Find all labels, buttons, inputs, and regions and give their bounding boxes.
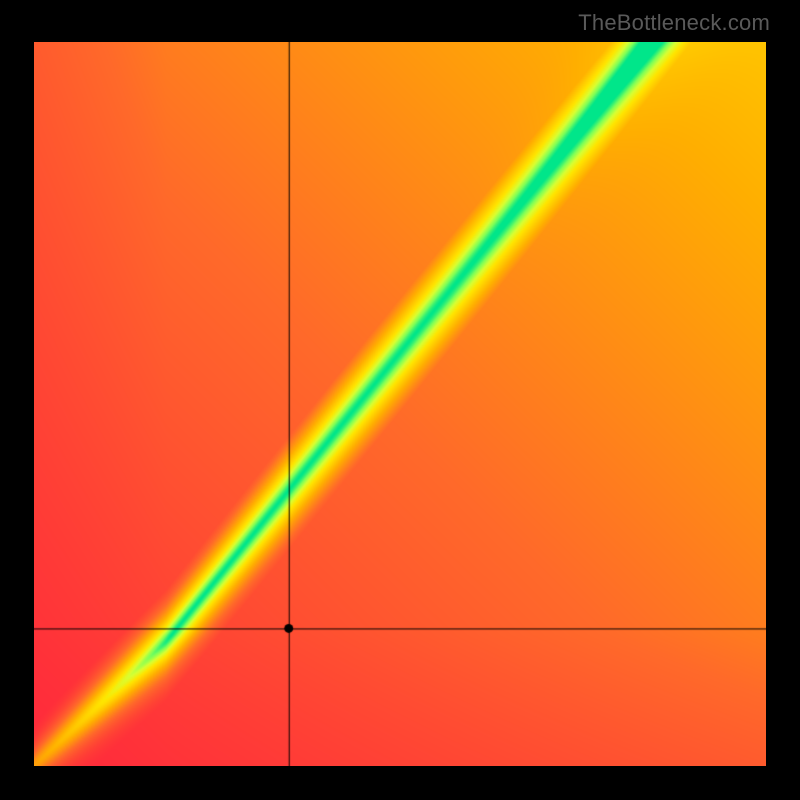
bottleneck-heatmap xyxy=(34,42,766,766)
chart-container: { "source_watermark": { "text": "TheBott… xyxy=(0,0,800,800)
watermark-text: TheBottleneck.com xyxy=(578,10,770,36)
